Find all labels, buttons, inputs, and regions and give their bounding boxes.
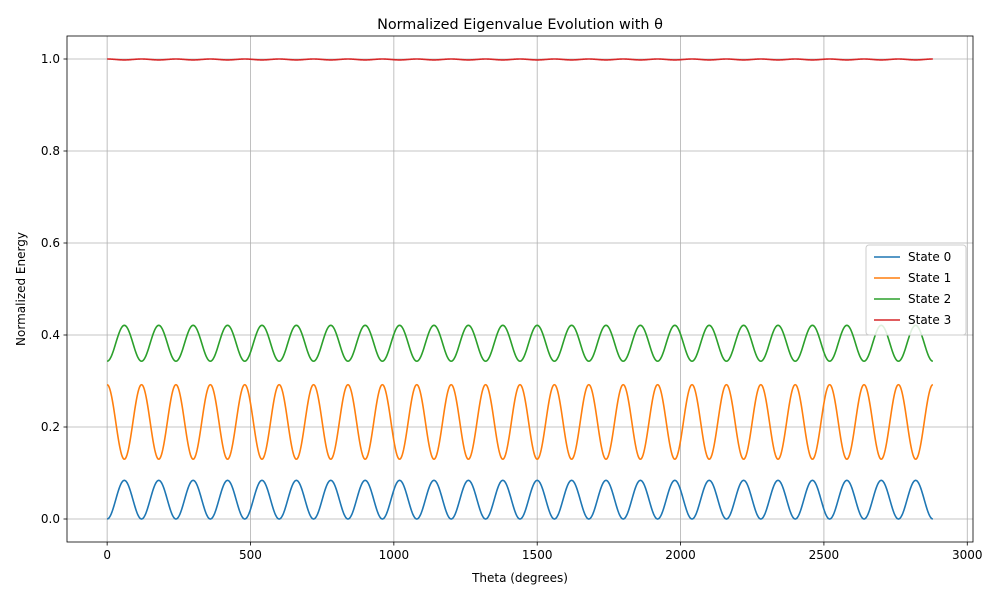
x-axis-ticks: 0 500 1000 1500 2000 2500 3000 [103, 542, 983, 562]
plot-background [67, 36, 973, 542]
series-line-state-0 [106, 479, 934, 520]
x-tick-label: 1000 [379, 548, 410, 562]
plot-frame [66, 35, 974, 543]
series-line-state-1 [106, 383, 934, 461]
y-axis-ticks: 0.0 0.2 0.4 0.6 0.8 1.0 [41, 52, 67, 526]
y-tick-label: 0.0 [41, 512, 60, 526]
series-line-state-3 [107, 58, 933, 61]
x-tick-label: 500 [239, 548, 262, 562]
legend-label-state-0: State 0 [908, 250, 951, 264]
x-axis-label: Theta (degrees) [471, 571, 568, 585]
x-tick-label: 1500 [522, 548, 553, 562]
legend-label-state-3: State 3 [908, 313, 951, 327]
x-tick-label: 2000 [665, 548, 696, 562]
x-tick-label: 0 [103, 548, 111, 562]
x-tick-label: 2500 [809, 548, 840, 562]
legend-box [865, 244, 967, 336]
y-tick-label: 0.4 [41, 328, 60, 342]
y-tick-label: 0.2 [41, 420, 60, 434]
x-tick-label: 3000 [952, 548, 983, 562]
y-tick-label: 0.6 [41, 236, 60, 250]
series-line-state-2 [107, 324, 933, 363]
y-tick-label: 0.8 [41, 144, 60, 158]
legend-label-state-1: State 1 [908, 271, 951, 285]
y-tick-label: 1.0 [41, 52, 60, 66]
legend: State 0 State 1 State 2 State 3 [865, 244, 967, 336]
chart-title: Normalized Eigenvalue Evolution with θ [377, 17, 663, 33]
series-lines [106, 58, 934, 520]
legend-label-state-2: State 2 [908, 292, 951, 306]
y-axis-label: Normalized Energy [14, 232, 28, 346]
